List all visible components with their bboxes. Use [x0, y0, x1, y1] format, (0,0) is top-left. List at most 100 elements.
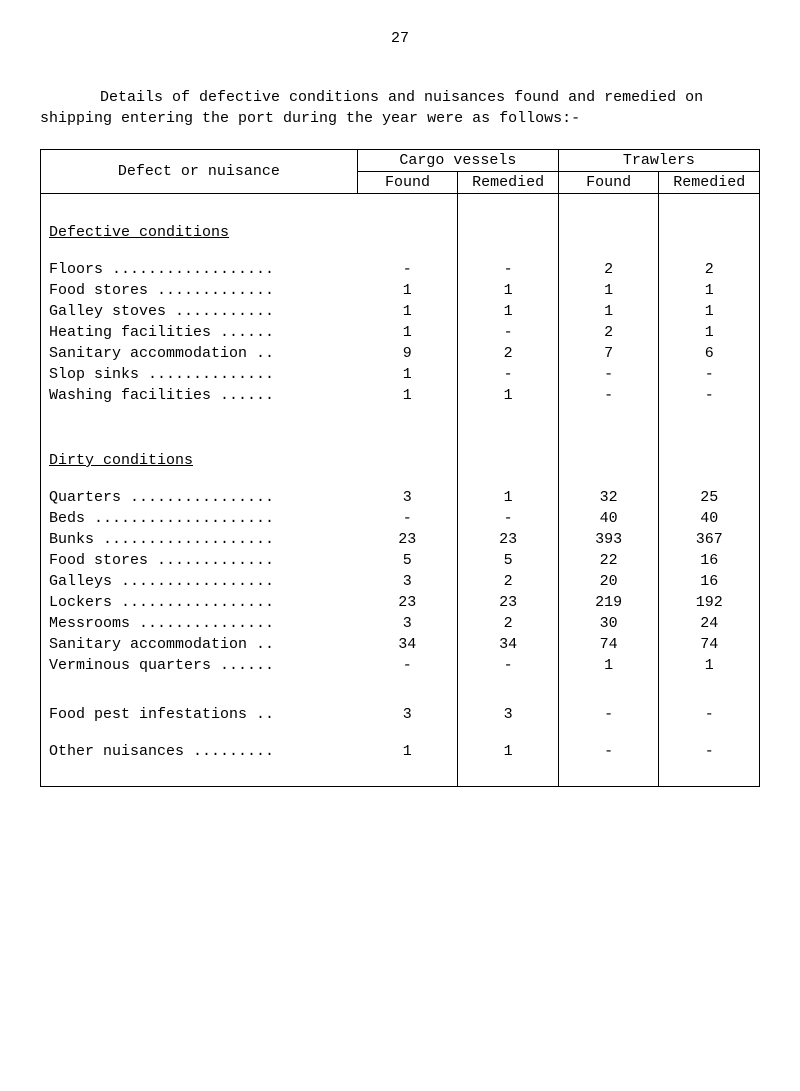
table-cell: 2 — [458, 571, 559, 592]
table-cell: - — [357, 508, 458, 529]
table-cell: 1 — [357, 364, 458, 385]
table-cell: 5 — [357, 550, 458, 571]
sub-header-found-1: Found — [357, 172, 458, 194]
row-label: Food pest infestations .. — [41, 704, 358, 725]
row-label: Beds .................... — [41, 508, 358, 529]
empty-cell — [357, 206, 458, 259]
row-label: Floors .................. — [41, 259, 358, 280]
table-cell: 1 — [357, 322, 458, 343]
table-cell: 5 — [458, 550, 559, 571]
table-cell: 3 — [458, 704, 559, 725]
table-row: Food pest infestations ..33-- — [41, 704, 760, 725]
row-label: Sanitary accommodation .. — [41, 634, 358, 655]
table-cell: 2 — [458, 613, 559, 634]
table-cell: 23 — [458, 592, 559, 613]
empty-cell — [458, 206, 559, 259]
table-cell: 3 — [357, 704, 458, 725]
table-cell: 34 — [458, 634, 559, 655]
table-cell: - — [458, 364, 559, 385]
table-cell: 2 — [558, 322, 659, 343]
empty-cell — [458, 434, 559, 487]
table-cell: 192 — [659, 592, 760, 613]
table-row: Slop sinks ..............1--- — [41, 364, 760, 385]
table-cell: 1 — [458, 280, 559, 301]
empty-cell — [558, 206, 659, 259]
row-label: Bunks ................... — [41, 529, 358, 550]
table-cell: - — [659, 385, 760, 406]
table-cell: 6 — [659, 343, 760, 364]
table-cell: - — [458, 322, 559, 343]
row-label: Other nuisances ......... — [41, 741, 358, 762]
table-cell: 16 — [659, 571, 760, 592]
table-row: Messrooms ...............323024 — [41, 613, 760, 634]
table-cell: - — [558, 385, 659, 406]
table-cell: 34 — [357, 634, 458, 655]
intro-paragraph: Details of defective conditions and nuis… — [40, 87, 760, 129]
table-cell: 30 — [558, 613, 659, 634]
table-cell: 74 — [659, 634, 760, 655]
table-cell: - — [357, 655, 458, 676]
table-row: Beds ....................--4040 — [41, 508, 760, 529]
table-cell: 40 — [558, 508, 659, 529]
row-label: Verminous quarters ...... — [41, 655, 358, 676]
row-label: Food stores ............. — [41, 280, 358, 301]
table-cell: 20 — [558, 571, 659, 592]
table-cell: 23 — [357, 529, 458, 550]
row-label: Sanitary accommodation .. — [41, 343, 358, 364]
row-label: Heating facilities ...... — [41, 322, 358, 343]
table-cell: 2 — [659, 259, 760, 280]
table-cell: 3 — [357, 613, 458, 634]
table-cell: 1 — [357, 280, 458, 301]
table-cell: 16 — [659, 550, 760, 571]
empty-cell — [659, 206, 760, 259]
table-cell: 393 — [558, 529, 659, 550]
table-row: Heating facilities ......1-21 — [41, 322, 760, 343]
row-label: Galleys ................. — [41, 571, 358, 592]
spacer-row — [41, 725, 760, 741]
empty-cell — [558, 434, 659, 487]
table-cell: - — [659, 364, 760, 385]
table-cell: 25 — [659, 487, 760, 508]
row-label: Quarters ................ — [41, 487, 358, 508]
table-cell: 23 — [458, 529, 559, 550]
table-row: Verminous quarters ......--11 — [41, 655, 760, 676]
table-cell: 74 — [558, 634, 659, 655]
table-cell: 1 — [458, 741, 559, 762]
table-cell: 1 — [659, 322, 760, 343]
section-header-row: Dirty conditions — [41, 434, 760, 487]
corner-header: Defect or nuisance — [41, 150, 358, 194]
table-cell: 1 — [458, 301, 559, 322]
spacer-row — [41, 194, 760, 207]
table-cell: 3 — [357, 487, 458, 508]
empty-cell — [659, 434, 760, 487]
table-row: Other nuisances .........11-- — [41, 741, 760, 762]
row-label: Messrooms ............... — [41, 613, 358, 634]
page-number: 27 — [40, 30, 760, 47]
table-cell: - — [458, 655, 559, 676]
table-cell: 9 — [357, 343, 458, 364]
table-cell: 7 — [558, 343, 659, 364]
table-cell: 3 — [357, 571, 458, 592]
table-cell: 24 — [659, 613, 760, 634]
table-row: Quarters ................313225 — [41, 487, 760, 508]
table-cell: - — [458, 259, 559, 280]
table-cell: - — [558, 741, 659, 762]
section-header: Defective conditions — [41, 206, 358, 259]
table-cell: 1 — [357, 741, 458, 762]
table-cell: - — [558, 704, 659, 725]
table-row: Floors ..................--22 — [41, 259, 760, 280]
table-cell: 22 — [558, 550, 659, 571]
table-cell: 2 — [458, 343, 559, 364]
table-row: Bunks ...................2323393367 — [41, 529, 760, 550]
spacer-row — [41, 406, 760, 434]
table-cell: - — [659, 704, 760, 725]
table-cell: - — [458, 508, 559, 529]
table-cell: 32 — [558, 487, 659, 508]
row-label: Lockers ................. — [41, 592, 358, 613]
table-cell: 2 — [558, 259, 659, 280]
table-cell: 219 — [558, 592, 659, 613]
row-label: Galley stoves ........... — [41, 301, 358, 322]
table-cell: 1 — [458, 487, 559, 508]
table-cell: 1 — [659, 280, 760, 301]
table-cell: 1 — [558, 655, 659, 676]
